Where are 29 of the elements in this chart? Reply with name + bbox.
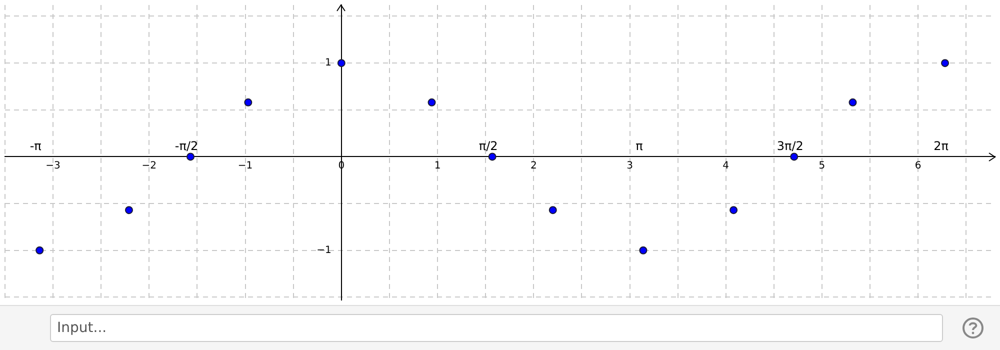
x-tick-label: −1: [238, 160, 253, 172]
input-field: Input...: [50, 314, 943, 342]
point: [848, 98, 857, 106]
point: [337, 59, 346, 68]
x-tick-label: 1: [434, 160, 441, 172]
point: [428, 98, 436, 106]
x-tick-label: 3: [626, 160, 633, 172]
x-tick-label: 6: [914, 160, 922, 172]
x2-tick-label: -π: [30, 138, 42, 153]
point: [790, 152, 798, 161]
x2-tick-label: π: [636, 138, 643, 153]
x-tick-label: −2: [142, 160, 157, 172]
point: [244, 98, 252, 106]
point: [639, 246, 648, 254]
point: [488, 152, 496, 161]
point: [36, 246, 44, 254]
point: [730, 206, 738, 214]
x2-tick-label: 2π: [934, 138, 948, 153]
point: [124, 206, 133, 214]
point: [186, 152, 195, 161]
x-tick-label: 2: [530, 160, 537, 172]
x2-tick-label: 3π/2: [776, 138, 804, 153]
x2-tick-label: -π/2: [174, 138, 198, 153]
point: [548, 206, 557, 214]
point: [941, 59, 950, 68]
x2-tick-label: π/2: [478, 138, 498, 153]
x-tick-label: 5: [818, 160, 826, 172]
x-tick-label: −3: [46, 160, 60, 172]
x-tick-label: 4: [722, 160, 730, 172]
